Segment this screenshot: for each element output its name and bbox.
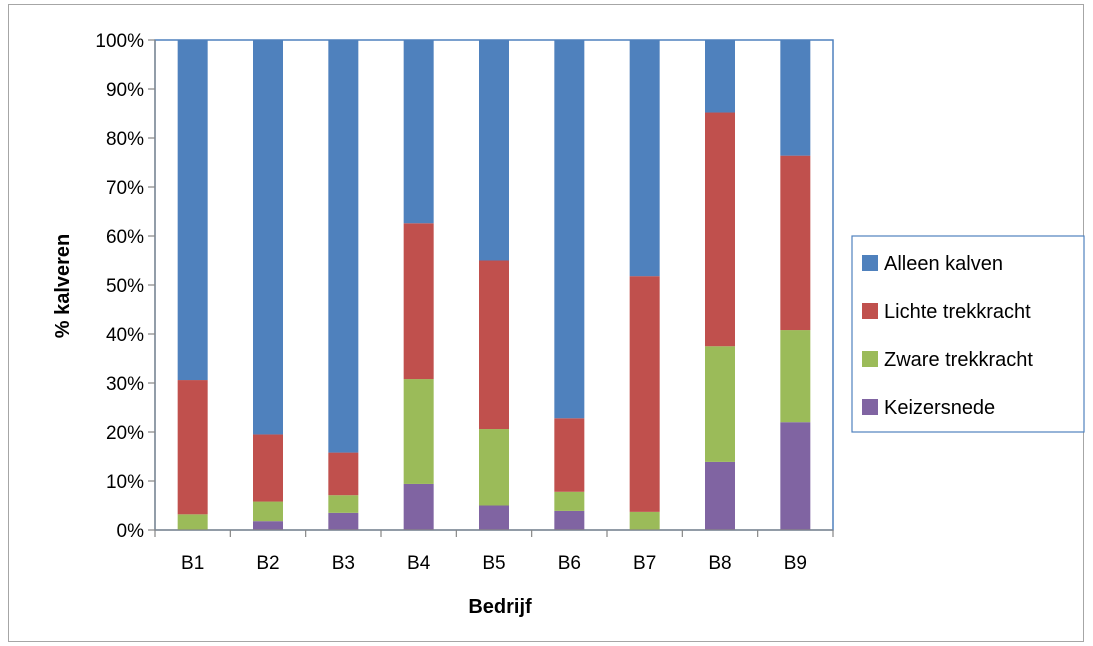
bar-segment-b4-keizersnede [403,483,434,530]
y-tick-label: 100% [95,31,144,52]
bar-segment-b3-lichte-trekkracht [328,452,359,496]
x-tick-label-b8: B8 [708,553,731,574]
bar-segment-b3-keizersnede [328,512,359,530]
bar-segment-b8-keizersnede [705,461,735,530]
axes [148,39,834,537]
bar-segment-b6-zware-trekkracht [554,491,585,511]
bar-segment-b7-lichte-trekkracht [629,276,660,512]
y-tick-label: 50% [106,276,144,297]
bar-segment-b7-zware-trekkracht [629,511,660,530]
bar-segment-b2-alleen-kalven [253,40,283,435]
bar-segment-b7-alleen-kalven [629,40,660,277]
legend-swatch-zware-trekkracht [862,351,878,367]
bar-segment-b6-alleen-kalven [554,40,585,419]
bar-segment-b9-zware-trekkracht [780,330,811,423]
bar-segment-b2-keizersnede [253,521,283,530]
y-tick-label: 20% [106,423,144,444]
x-tick-label-b1: B1 [181,553,204,574]
y-tick-label: 10% [106,472,144,493]
legend-swatch-keizersnede [862,399,878,415]
x-tick-labels: B1 B2 B3 B4 B5 B6 B7 B8 B9 [181,553,807,574]
y-tick-label: 90% [106,80,144,101]
legend-label-lichte-trekkracht: Lichte trekkracht [884,301,1031,323]
x-tick-label-b9: B9 [784,553,807,574]
legend-box [851,235,1085,433]
bar-segment-b5-lichte-trekkracht [479,260,509,430]
bar-segment-b6-lichte-trekkracht [554,418,585,492]
legend-swatch-lichte-trekkracht [862,303,878,319]
bar-segment-b4-zware-trekkracht [403,379,434,484]
x-tick-label-b2: B2 [256,553,279,574]
bar-segment-b9-keizersnede [780,422,811,530]
bar-segment-b4-lichte-trekkracht [403,223,434,380]
y-tick-label: 70% [106,178,144,199]
bar-segment-b8-zware-trekkracht [705,346,735,462]
bar-segment-b3-alleen-kalven [328,40,359,453]
legend-label-zware-trekkracht: Zware trekkracht [884,349,1033,371]
x-axis-title: Bedrijf [468,596,532,618]
bar-segment-b2-zware-trekkracht [253,501,283,522]
bar-segment-b9-alleen-kalven [780,40,811,156]
bar-segment-b6-keizersnede [554,510,585,530]
bar-segment-b3-zware-trekkracht [328,495,359,513]
x-tick-label-b3: B3 [332,553,355,574]
y-tick-label: 0% [117,521,145,542]
y-tick-label: 60% [106,227,144,248]
y-axis-title: % kalveren [52,234,74,339]
bar-segment-b4-alleen-kalven [403,40,434,224]
bars [177,40,811,530]
x-tick-label-b5: B5 [482,553,505,574]
x-tick-label-b7: B7 [633,553,656,574]
y-tick-label: 80% [106,129,144,150]
bar-segment-b1-lichte-trekkracht [177,380,208,515]
bar-segment-b8-lichte-trekkracht [705,112,735,347]
legend-swatch-alleen-kalven [862,255,878,271]
legend-label-alleen-kalven: Alleen kalven [884,253,1003,275]
y-tick-label: 30% [106,374,144,395]
bar-segment-b1-alleen-kalven [177,40,208,381]
bar-segment-b8-alleen-kalven [705,40,735,113]
legend: Alleen kalven Lichte trekkracht Zware trek… [851,235,1085,433]
x-tick-label-b4: B4 [407,553,431,574]
bar-segment-b9-lichte-trekkracht [780,155,811,331]
legend-label-keizersnede: Keizersnede [884,397,995,419]
y-tick-label: 40% [106,325,144,346]
bar-segment-b5-zware-trekkracht [479,429,509,506]
y-tick-labels: 0% 10% 20% 30% 40% 50% 60% 70% 80% 90% 100% [95,31,144,542]
bar-segment-b5-alleen-kalven [479,40,509,261]
bar-segment-b1-zware-trekkracht [177,514,208,530]
x-tick-label-b6: B6 [558,553,581,574]
bar-segment-b5-keizersnede [479,505,509,530]
bar-segment-b2-lichte-trekkracht [253,434,283,502]
